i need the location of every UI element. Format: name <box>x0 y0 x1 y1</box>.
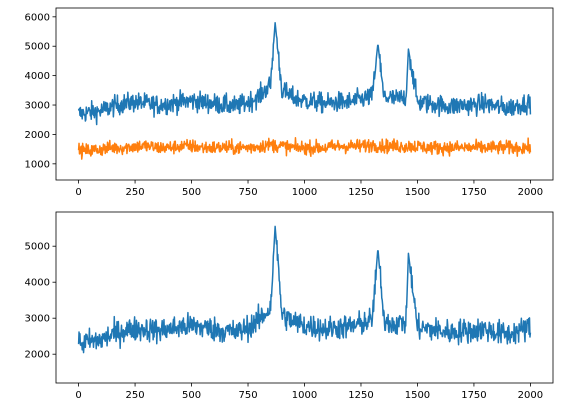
x-tick-label: 2000 <box>518 390 543 401</box>
y-tick-label: 4000 <box>25 71 50 82</box>
y-tick-label: 2000 <box>25 130 50 141</box>
series-2-line <box>77 137 532 160</box>
x-tick-label: 0 <box>75 187 81 198</box>
x-tick-label: 1750 <box>461 390 486 401</box>
x-tick-label: 1000 <box>292 390 317 401</box>
x-tick-label: 2000 <box>518 187 543 198</box>
x-tick-label: 1500 <box>405 390 430 401</box>
y-tick-label: 4000 <box>25 278 50 289</box>
y-tick-label: 2000 <box>25 350 50 361</box>
y-tick-label: 3000 <box>25 314 50 325</box>
x-tick-label: 750 <box>238 390 257 401</box>
y-tick-label: 1000 <box>25 159 50 170</box>
y-tick-label: 3000 <box>25 101 50 112</box>
bottom-plot: 0 250 500 750 1000 1250 1500 1750 2000 2000 3000 40… <box>25 211 554 401</box>
x-tick-label: 750 <box>238 187 257 198</box>
x-tick-label: 1000 <box>292 187 317 198</box>
x-tick-label: 1250 <box>348 187 373 198</box>
x-tick-label: 250 <box>126 187 145 198</box>
x-tick-label: 1500 <box>405 187 430 198</box>
y-tick-label: 5000 <box>25 242 50 253</box>
x-tick-label: 1250 <box>348 390 373 401</box>
y-tick-label: 6000 <box>25 12 50 23</box>
x-tick-label: 0 <box>75 390 81 401</box>
x-tick-label: 1750 <box>461 187 486 198</box>
series-1-line <box>77 21 532 126</box>
plot-area <box>77 21 532 160</box>
x-tick-label: 250 <box>126 390 145 401</box>
x-tick-label: 500 <box>182 390 201 401</box>
series-1-line <box>77 225 532 354</box>
x-tick-label: 500 <box>182 187 201 198</box>
y-tick-label: 5000 <box>25 42 50 53</box>
top-plot: 0 250 500 750 1000 1250 1500 1750 2000 1000 2000 30… <box>25 7 554 198</box>
plot-area <box>77 225 532 354</box>
